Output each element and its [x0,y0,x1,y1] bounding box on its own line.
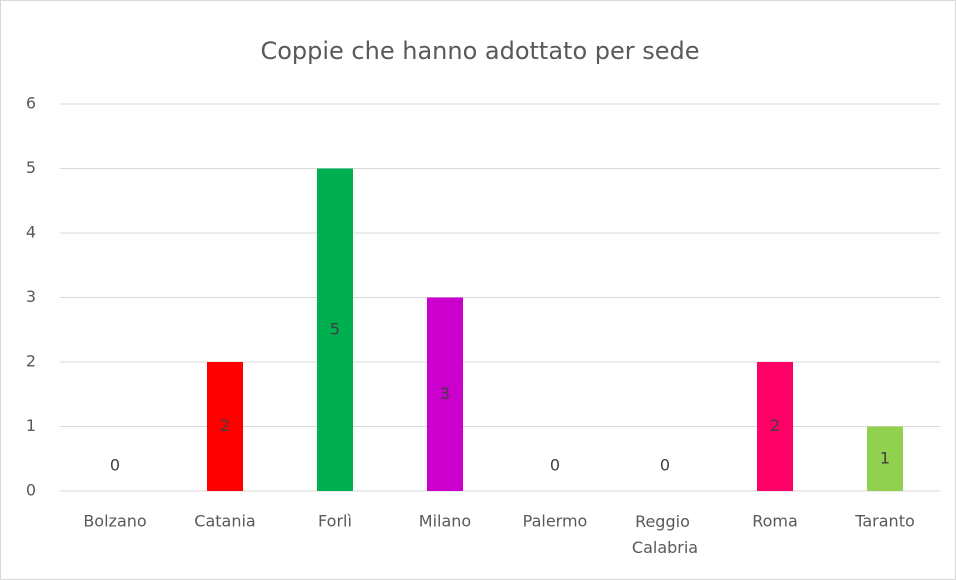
bar [427,297,463,491]
bar [757,362,793,491]
y-tick-label: 2 [26,352,36,371]
bar [207,362,243,491]
x-tick-label: Palermo [523,512,588,531]
y-tick-label: 4 [26,223,36,242]
y-tick-label: 1 [26,416,36,435]
x-tick-label: Roma [752,512,798,531]
y-tick-label: 0 [26,481,36,500]
x-tick-label: Milano [419,512,471,531]
data-label: 5 [330,319,340,338]
x-tick-label: Bolzano [83,512,146,531]
y-tick-label: 3 [26,287,36,306]
bar [317,168,353,491]
data-label: 3 [440,384,450,403]
chart-title: Coppie che hanno adottato per sede [260,37,699,65]
data-label: 0 [660,456,670,475]
data-label: 0 [110,456,120,475]
x-tick-label: Taranto [854,512,915,531]
data-label: 0 [550,456,560,475]
data-label: 2 [770,416,780,435]
y-tick-label: 5 [26,158,36,177]
y-tick-label: 6 [26,94,36,113]
x-tick-label: Forlì [318,512,352,531]
data-label: 2 [220,416,230,435]
data-label: 1 [880,448,890,467]
x-tick-label: Catania [194,512,255,531]
x-tick-label: Reggio Calabria [632,512,698,557]
bar [867,426,903,491]
